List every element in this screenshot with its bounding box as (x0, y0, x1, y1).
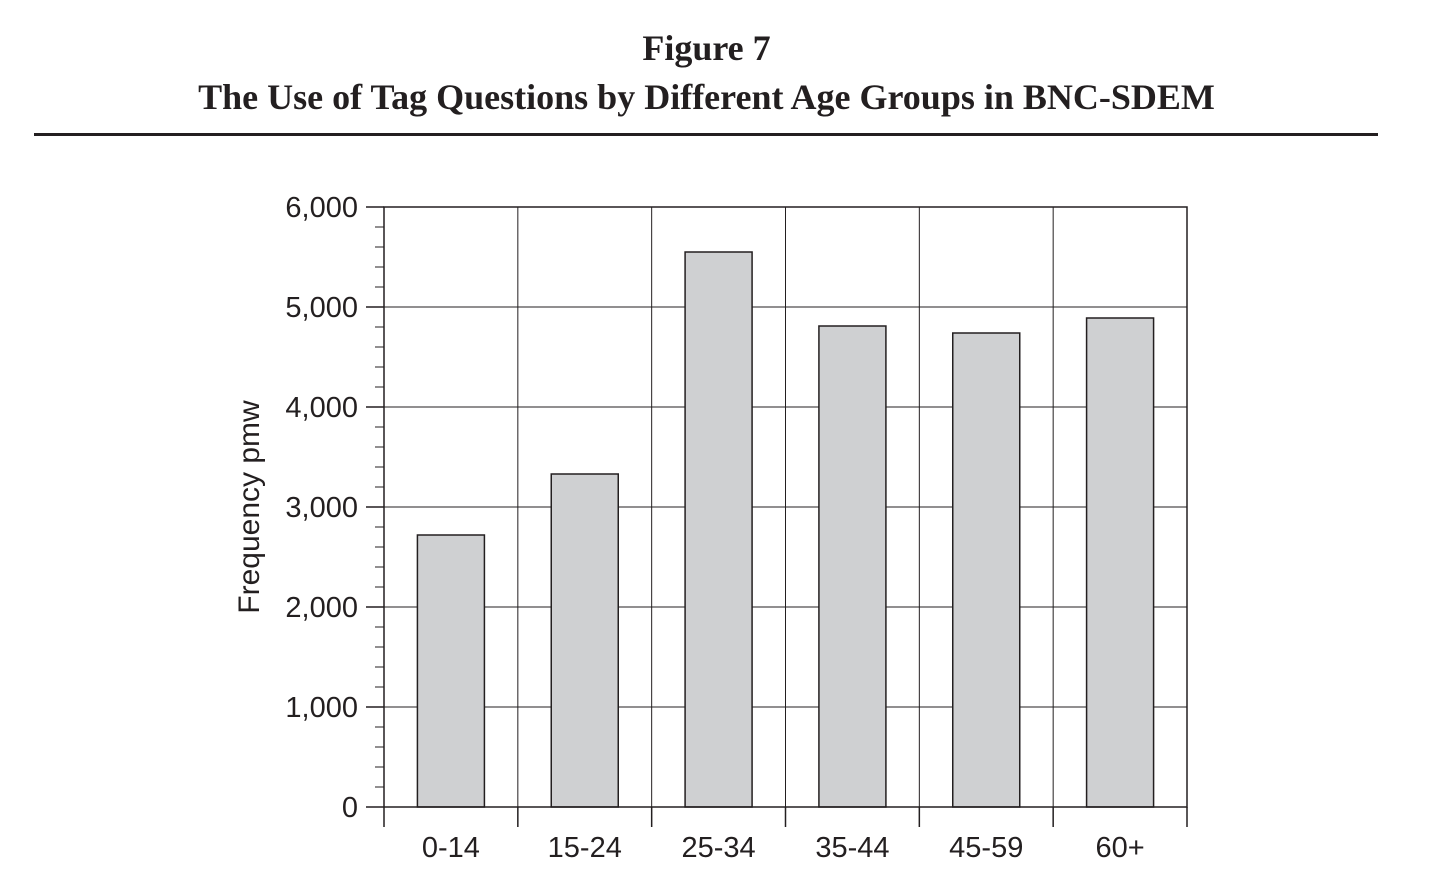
axes-layer (366, 206, 1188, 827)
title-rule (34, 133, 1378, 136)
bar-60+ (1085, 317, 1155, 808)
x-tick-label: 60+ (1095, 832, 1144, 864)
figure-title: The Use of Tag Questions by Different Ag… (198, 77, 1215, 117)
x-tick-label: 0-14 (422, 832, 480, 864)
y-axis-title: Frequency pmw (233, 400, 266, 614)
y-tick-label: 4,000 (285, 392, 358, 424)
x-tick-label: 45-59 (949, 832, 1023, 864)
bar-15-24 (550, 473, 619, 808)
y-tick-label: 3,000 (285, 492, 358, 524)
bar-25-34 (684, 251, 753, 808)
bar-0-14 (416, 534, 486, 808)
y-tick-label: 2,000 (285, 592, 358, 624)
grid-layer (384, 206, 1187, 808)
bar-35-44 (818, 325, 887, 808)
x-tick-label: 35-44 (815, 832, 889, 864)
bar-45-59 (952, 332, 1021, 808)
y-tick-label: 6,000 (285, 192, 358, 224)
y-tick-label: 0 (342, 792, 358, 824)
x-tick-label: 25-34 (681, 832, 755, 864)
labels-layer: 0 1,000 2,000 3,000 4,000 5,000 6,000 0-14 15-24… (285, 192, 1144, 864)
y-tick-label: 5,000 (285, 292, 358, 324)
x-tick-label: 15-24 (548, 832, 622, 864)
y-tick-label: 1,000 (285, 692, 358, 724)
bars-layer (416, 251, 1155, 808)
figure-number: Figure 7 (642, 28, 771, 68)
